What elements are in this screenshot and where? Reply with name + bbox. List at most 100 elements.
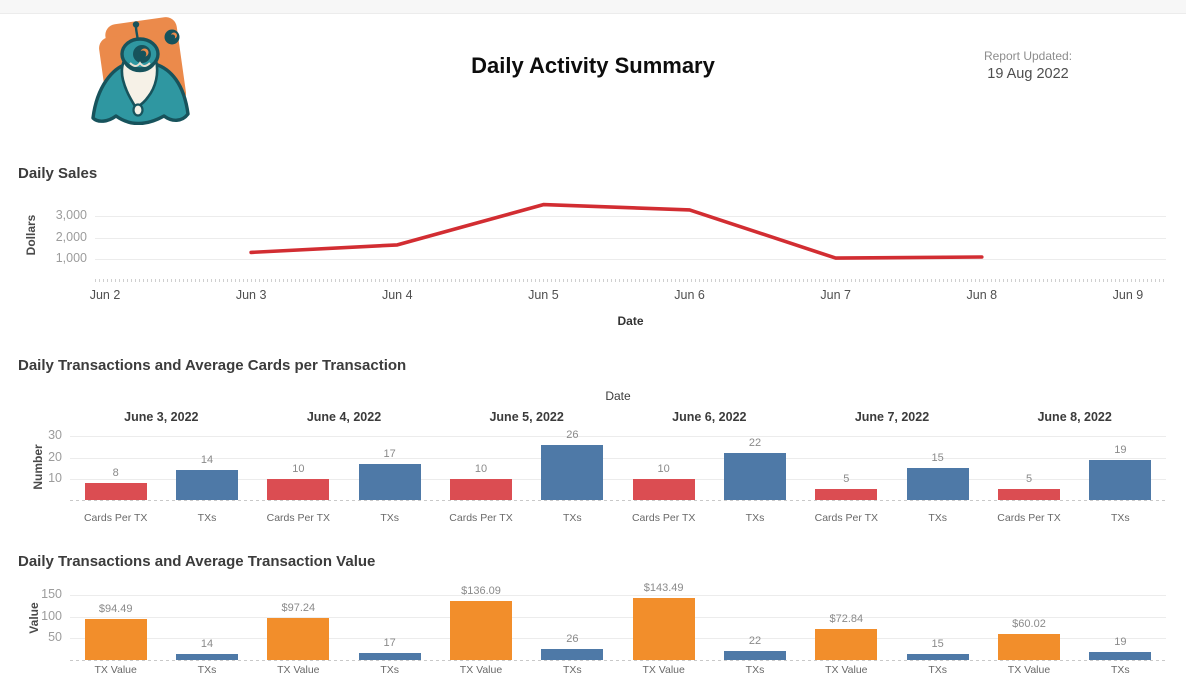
daily-sales-plot: 1,000 2,000 3,000 bbox=[56, 195, 1166, 282]
daily-sales-title: Daily Sales bbox=[18, 165, 98, 182]
gridline bbox=[95, 216, 1166, 218]
bar-txs[interactable] bbox=[1089, 652, 1152, 660]
bar-tx-value[interactable] bbox=[815, 629, 878, 660]
bar-value-label: 15 bbox=[931, 452, 944, 464]
bar-txs[interactable] bbox=[176, 654, 238, 660]
bar-value-label: 26 bbox=[566, 633, 579, 645]
bar-value-label: 15 bbox=[931, 638, 944, 650]
x-tick-label: Jun 9 bbox=[1112, 288, 1144, 302]
bar-category-label: TX Value bbox=[94, 664, 137, 676]
bar-value-label: 5 bbox=[843, 473, 850, 485]
top-strip bbox=[0, 0, 1186, 14]
bar-txs[interactable] bbox=[358, 653, 421, 660]
bar-value-label: 8 bbox=[112, 467, 119, 479]
bar-txs[interactable] bbox=[724, 453, 786, 500]
bar-txs[interactable] bbox=[541, 445, 604, 500]
bar-txs[interactable] bbox=[1089, 460, 1152, 500]
value-chart-title: Daily Transactions and Average Transacti… bbox=[18, 553, 376, 570]
bar-category-label: TX Value bbox=[277, 664, 320, 676]
group-header-label: June 7, 2022 bbox=[854, 410, 930, 424]
bar-value-label: 14 bbox=[200, 454, 214, 466]
wizard-card-logo-icon bbox=[84, 15, 198, 126]
bar-category-label: TXs bbox=[745, 664, 765, 676]
bar-value-label: $97.24 bbox=[281, 602, 316, 614]
report-updated: Report Updated: 19 Aug 2022 bbox=[943, 49, 1113, 82]
sales-line[interactable] bbox=[249, 202, 984, 260]
y-tick-label: 150 bbox=[41, 587, 62, 602]
value-chart-category-labels: TX Value TXs TX Value TXs TX Value TXs TX Valu… bbox=[70, 664, 1166, 678]
bar-category-label: TXs bbox=[1110, 664, 1130, 676]
bar-cards-per-tx[interactable] bbox=[632, 479, 695, 500]
y-tick-label: 10 bbox=[48, 470, 62, 485]
sales-line-series[interactable] bbox=[95, 195, 1166, 280]
x-axis-minor-ticks bbox=[95, 279, 1166, 282]
cards-chart-plot: 10 20 30 8 14 10 17 10 26 10 22 5 15 5 19 bbox=[48, 428, 1166, 501]
bar-txs[interactable] bbox=[541, 649, 604, 660]
bar-category-label: TXs bbox=[562, 664, 582, 676]
bar-tx-value[interactable] bbox=[450, 601, 512, 660]
x-tick-label: Jun 5 bbox=[528, 288, 559, 302]
bar-value-label: 19 bbox=[1114, 444, 1127, 456]
report-updated-label: Report Updated: bbox=[983, 49, 1073, 63]
bar-cards-per-tx[interactable] bbox=[815, 489, 878, 500]
bar-category-label: Cards Per TX bbox=[814, 512, 879, 524]
bar-txs[interactable] bbox=[358, 464, 421, 500]
bar-category-label: Cards Per TX bbox=[631, 512, 696, 524]
bar-txs[interactable] bbox=[906, 654, 969, 660]
bar-value-label: 10 bbox=[292, 463, 305, 475]
gridline bbox=[70, 616, 1166, 618]
bar-value-label: $60.02 bbox=[1012, 618, 1046, 630]
group-header-label: June 4, 2022 bbox=[306, 410, 382, 424]
bar-value-label: 22 bbox=[748, 635, 762, 647]
cards-chart-group-headers: June 3, 2022 June 4, 2022 June 5, 2022 June… bbox=[70, 410, 1166, 426]
bar-tx-value[interactable] bbox=[267, 618, 330, 660]
bar-category-label: TXs bbox=[380, 512, 399, 524]
bar-category-label: TXs bbox=[380, 664, 399, 676]
cards-chart-title: Daily Transactions and Average Cards per… bbox=[18, 357, 407, 374]
y-tick-label: 50 bbox=[48, 630, 62, 645]
bar-txs[interactable] bbox=[906, 468, 969, 500]
bar-cards-per-tx[interactable] bbox=[267, 479, 330, 500]
bar-value-label: 5 bbox=[1025, 473, 1033, 485]
group-header-label: June 8, 2022 bbox=[1037, 410, 1112, 424]
y-tick-label: 2,000 bbox=[55, 229, 87, 244]
bar-category-label: TX Value bbox=[1007, 664, 1051, 676]
bar-category-label: Cards Per TX bbox=[266, 512, 331, 524]
y-tick-label: 100 bbox=[41, 608, 62, 623]
cards-chart-category-labels: Cards Per TX TXs Cards Per TX TXs Cards Per … bbox=[70, 512, 1166, 526]
x-axis-baseline bbox=[70, 500, 1166, 501]
y-tick-label: 1,000 bbox=[55, 250, 87, 265]
bar-tx-value[interactable] bbox=[998, 634, 1060, 660]
gridline bbox=[70, 457, 1166, 459]
x-tick-label: Jun 7 bbox=[820, 288, 851, 302]
bar-tx-value[interactable] bbox=[84, 619, 147, 660]
bar-value-label: 17 bbox=[383, 637, 396, 649]
bar-category-label: TX Value bbox=[642, 664, 685, 676]
bar-txs[interactable] bbox=[724, 651, 786, 660]
bar-value-label: 10 bbox=[657, 463, 670, 475]
bar-tx-value[interactable] bbox=[632, 598, 695, 660]
bar-category-label: TXs bbox=[197, 664, 217, 676]
bar-cards-per-tx[interactable] bbox=[84, 483, 147, 500]
bar-cards-per-tx[interactable] bbox=[998, 489, 1060, 500]
x-tick-label: Jun 4 bbox=[381, 288, 413, 302]
x-tick-label: Jun 6 bbox=[674, 288, 705, 302]
bar-value-label: 10 bbox=[474, 463, 488, 475]
bar-category-label: TXs bbox=[928, 664, 947, 676]
x-axis-baseline bbox=[70, 660, 1166, 661]
bar-value-label: 17 bbox=[383, 448, 396, 460]
gridline bbox=[70, 595, 1166, 597]
bar-txs[interactable] bbox=[176, 470, 238, 500]
y-tick-label: 30 bbox=[48, 428, 62, 443]
gridline bbox=[95, 258, 1166, 260]
bar-value-label: 22 bbox=[748, 437, 762, 449]
bar-cards-per-tx[interactable] bbox=[450, 479, 512, 500]
bar-category-label: TX Value bbox=[459, 664, 503, 676]
bar-category-label: TXs bbox=[928, 512, 947, 524]
bar-category-label: Cards Per TX bbox=[997, 512, 1061, 524]
bar-category-label: TX Value bbox=[825, 664, 868, 676]
bar-value-label: $136.09 bbox=[461, 585, 501, 597]
group-header-label: June 5, 2022 bbox=[489, 410, 564, 424]
cards-chart-date-header: Date bbox=[605, 389, 631, 403]
